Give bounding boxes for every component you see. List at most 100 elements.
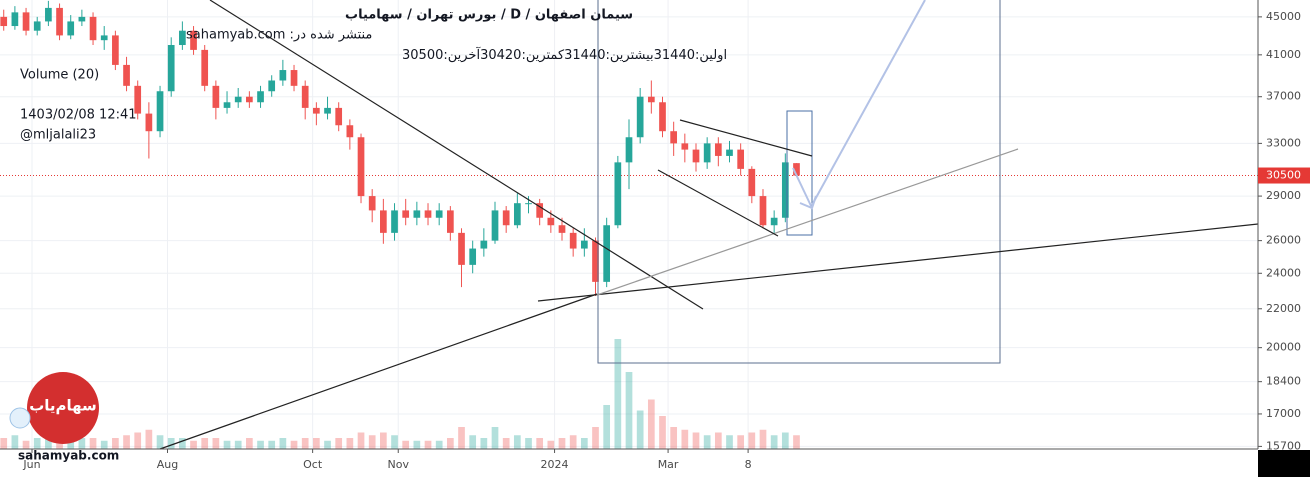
y-tick-label: 17000 — [1266, 407, 1301, 420]
candle-body — [681, 143, 689, 150]
volume-bar — [647, 399, 655, 449]
ohlc-value: 31440 — [654, 48, 695, 63]
y-tick-label: 15700 — [1266, 439, 1301, 452]
volume-bar — [714, 432, 722, 449]
author: @mljalali23 — [20, 128, 96, 143]
volume-bar — [335, 438, 343, 449]
logo-text: سهام‌یاب — [29, 397, 97, 415]
volume-bar — [368, 435, 376, 449]
candle-body — [56, 7, 63, 36]
candle-body — [223, 102, 231, 108]
candle-body — [536, 203, 544, 218]
volume-bar — [681, 429, 689, 449]
ohlc-info: اولین:31440بیشترین:31440کمترین:30420آخری… — [402, 46, 727, 63]
candle-body — [234, 96, 242, 103]
candle-body — [726, 149, 733, 156]
candle-body — [78, 16, 86, 22]
candle-body — [0, 16, 8, 27]
candle-body — [134, 85, 142, 114]
candle-body — [402, 210, 410, 218]
volume-bar — [636, 410, 644, 449]
volume-label: Volume (20) — [20, 68, 99, 83]
candle-body — [525, 203, 532, 205]
trend-line — [209, 0, 704, 310]
candle-body — [89, 16, 97, 41]
volume-bar — [156, 435, 164, 449]
volume-bar — [0, 438, 8, 449]
candle-body — [179, 30, 186, 46]
y-tick-label: 37000 — [1266, 90, 1301, 103]
candle-body — [558, 225, 566, 233]
volume-bar — [569, 435, 577, 449]
arrow — [792, 167, 813, 209]
arrow-head — [799, 195, 817, 210]
ohlc-label: آخرین: — [443, 46, 481, 63]
volume-bar — [748, 432, 756, 449]
volume-bar — [22, 440, 30, 449]
volume-bar — [100, 440, 108, 449]
focus-box — [786, 110, 813, 236]
volume-bar — [435, 440, 443, 449]
volume-bar — [324, 440, 331, 449]
candle-body — [357, 137, 365, 197]
volume-bar — [781, 432, 789, 449]
x-tick-label: 8 — [745, 458, 752, 471]
volume-bar — [703, 435, 711, 449]
volume-bar — [525, 438, 532, 449]
range-box — [597, 0, 1001, 364]
volume-bar — [134, 432, 142, 449]
volume-bar — [67, 440, 75, 449]
volume-bar — [659, 416, 666, 449]
volume-bar — [11, 435, 19, 449]
logo-circle — [27, 372, 99, 444]
candle-body — [781, 162, 789, 218]
arrow — [811, 0, 926, 206]
volume-bar — [558, 438, 566, 449]
axes: 15700 17000 18400 20000 22000 24000 26000 29000… — [22, 10, 1310, 471]
x-tick-label: 2024 — [541, 458, 569, 471]
trend-line — [537, 223, 1259, 302]
candle-body — [748, 168, 756, 197]
candle-body — [659, 102, 666, 132]
ohlc-value: 31440 — [564, 48, 605, 63]
candle-body — [212, 85, 220, 108]
volume-bar — [491, 427, 499, 449]
trend-line — [159, 293, 598, 450]
volume-bar — [458, 427, 465, 449]
volume-bar — [357, 432, 365, 449]
watermark: sahamyab.com — [18, 449, 119, 463]
ohlc-label: بیشترین: — [606, 48, 654, 63]
candle-body — [246, 96, 253, 103]
candle-body — [290, 70, 298, 86]
title: سیمان اصفهان / D / بورس تهران / سهامیاب — [345, 8, 633, 23]
volume-bar — [513, 435, 521, 449]
drawings — [159, 0, 1259, 450]
volume-bar — [614, 339, 622, 449]
candle-body — [569, 232, 577, 249]
volume-bar — [123, 435, 130, 449]
candle-body — [313, 107, 320, 114]
volume-bar — [212, 438, 220, 449]
candle-body — [737, 149, 745, 169]
candle-body — [469, 248, 477, 265]
corner — [1258, 450, 1310, 477]
ohlc-value: 30500 — [402, 48, 443, 63]
candle-body — [692, 149, 700, 163]
volume-bar — [770, 435, 778, 449]
volume-bar — [603, 405, 611, 449]
volume-bar — [726, 435, 733, 449]
ohlc-label: کمترین: — [521, 48, 565, 63]
candle-body — [33, 21, 41, 31]
candle-body — [603, 225, 611, 282]
candle-body — [67, 21, 75, 36]
volume-bar — [179, 438, 186, 449]
timestamp: 1403/02/08 12:41 — [20, 108, 137, 123]
candle-body — [22, 12, 30, 31]
trend-line — [596, 148, 1019, 296]
candle-body — [335, 107, 343, 126]
candle-body — [190, 30, 197, 50]
candle-body — [480, 240, 488, 249]
candle-body — [424, 210, 432, 218]
volume-bar — [502, 438, 510, 449]
